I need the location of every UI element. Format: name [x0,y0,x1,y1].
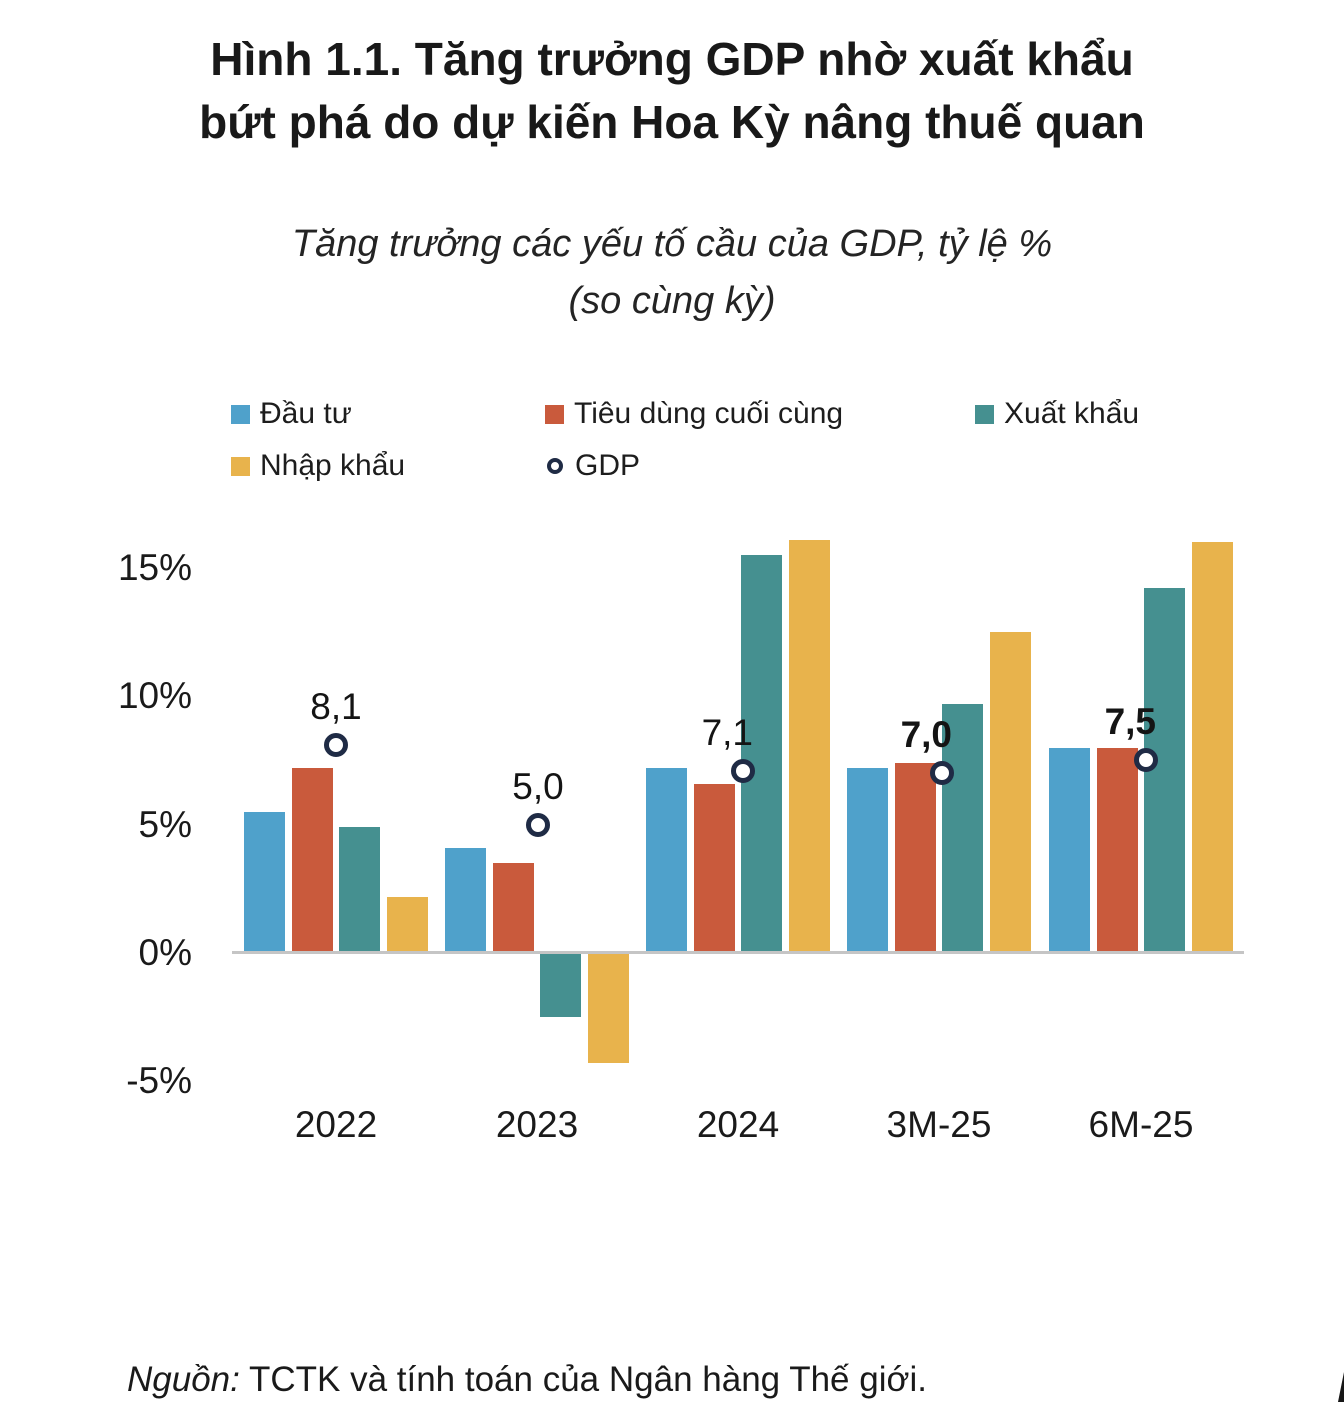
legend-swatch-tieu-dung-icon [545,404,564,424]
x-axis-line [232,951,1244,954]
source-text: TCTK và tính toán của Ngân hàng Thế giới… [239,1360,927,1399]
y-axis-tick-label: -5% [126,1060,192,1102]
gdp-point-3M-25 [930,761,954,786]
cutoff-text-fragment [1338,1372,1344,1402]
bar-xuat-khau-2022 [339,827,381,953]
bar-nhap-khau-2022 [386,896,428,953]
figure-title: Hình 1.1. Tăng trưởng GDP nhờ xuất khẩu … [199,33,1145,148]
bar-xuat-khau-2024 [741,555,783,953]
bar-dau-tu-2023 [445,847,487,953]
bar-dau-tu-3M-25 [847,768,889,953]
figure-subtitle: Tăng trưởng các yếu tố cầu của GDP, tỷ l… [291,223,1053,322]
y-axis-tick-label: 10% [117,675,192,717]
bar-dau-tu-2024 [646,768,688,953]
x-axis-category-label: 6M-25 [1088,1104,1194,1145]
x-axis-category-label: 2022 [294,1104,378,1145]
x-axis-category-label: 2023 [495,1104,579,1145]
legend-swatch-dau-tu-icon [231,404,250,424]
gdp-value-label-2024: 7,1 [701,711,753,753]
bar-xuat-khau-2023 [540,953,582,1018]
gdp-value-label-2022: 8,1 [310,686,362,728]
legend-label-tieu-dung: Tiêu dùng cuối cùng [574,397,844,430]
x-axis-category-label: 3M-25 [886,1104,992,1145]
gdp-point-2024 [731,758,755,783]
legend-item-gdp: GDP [545,449,975,483]
x-axis-category-label: 2024 [696,1104,780,1145]
bar-dau-tu-6M-25 [1049,747,1091,953]
bar-tieu-dung-3M-25 [894,763,936,953]
bar-nhap-khau-2024 [788,539,830,953]
bar-nhap-khau-3M-25 [989,632,1031,953]
legend-gdp-circle-icon [547,458,563,474]
bar-tieu-dung-2023 [492,863,534,953]
source-prefix: Nguồn: [127,1360,240,1399]
y-axis-tick-label: 15% [117,546,192,588]
legend-swatch-xuat-khau-icon [975,404,994,424]
bar-tieu-dung-2024 [693,783,735,953]
legend-item-nhap-khau: Nhập khẩu [231,449,545,483]
legend-item-tieu-dung: Tiêu dùng cuối cùng [545,397,975,431]
bar-xuat-khau-3M-25 [942,704,984,953]
gdp-value-label-3M-25: 7,0 [900,714,952,756]
legend-swatch-nhap-khau-icon [231,456,250,476]
legend-label-xuat-khau: Xuất khẩu [1004,397,1140,430]
gdp-point-6M-25 [1134,748,1158,773]
chart-legend: Đầu tư Tiêu dùng cuối cùng Xuất khẩu Nhậ… [231,397,1139,483]
bar-tieu-dung-6M-25 [1096,747,1138,953]
source-note: Nguồn: TCTK và tính toán của Ngân hàng T… [127,1360,927,1400]
legend-item-xuat-khau: Xuất khẩu [975,397,1139,431]
legend-label-nhap-khau: Nhập khẩu [260,449,406,482]
bar-dau-tu-2022 [244,811,286,953]
bar-tieu-dung-2022 [291,768,333,953]
gdp-point-2022 [324,733,348,758]
gdp-value-label-6M-25: 7,5 [1104,701,1156,743]
legend-label-gdp: GDP [575,449,641,482]
y-axis-tick-label: 0% [138,932,192,973]
y-axis-tick-label: 5% [138,803,192,845]
bar-nhap-khau-2023 [587,953,629,1064]
gdp-value-label-2023: 5,0 [512,765,564,807]
legend-label-dau-tu: Đầu tư [260,397,352,430]
gdp-point-2023 [526,812,550,837]
legend-item-dau-tu: Đầu tư [231,397,545,431]
bar-nhap-khau-6M-25 [1191,542,1233,953]
